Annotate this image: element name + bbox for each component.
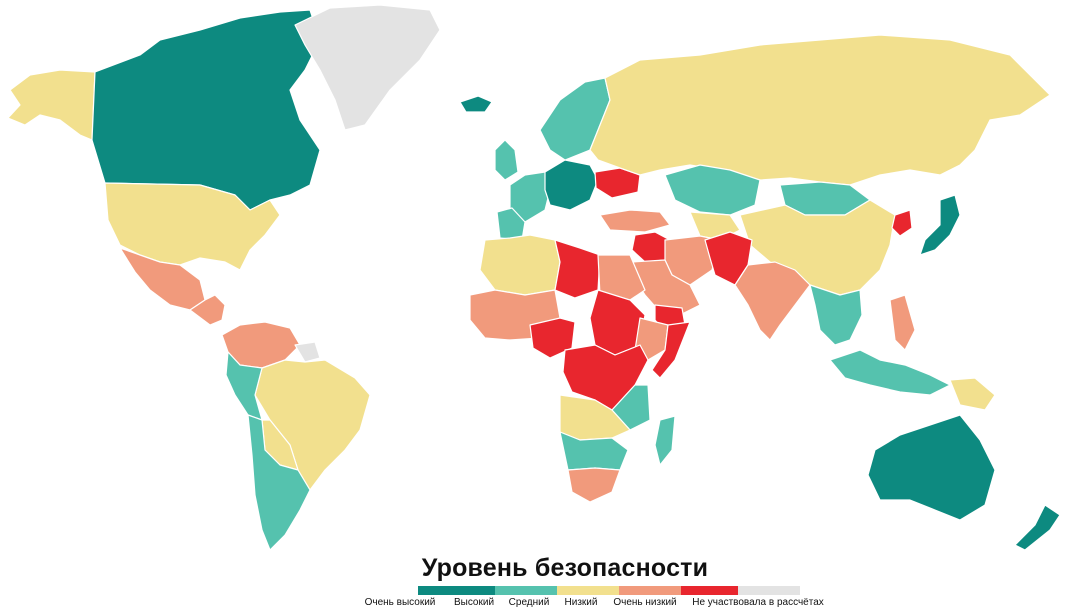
russia xyxy=(589,34,1051,186)
guiana xyxy=(294,341,321,363)
nigeria xyxy=(529,317,576,359)
somalia xyxy=(651,321,691,379)
central-america xyxy=(189,294,226,326)
syria-iraq xyxy=(631,231,671,263)
libya xyxy=(554,239,601,299)
legend-label-very-high: Очень высокий xyxy=(364,597,436,608)
legend-swatch-high xyxy=(495,586,557,595)
iceland xyxy=(459,95,493,113)
indonesia xyxy=(829,349,951,396)
alaska xyxy=(7,69,96,141)
madagascar xyxy=(654,415,676,466)
papua xyxy=(949,377,996,411)
ethiopia xyxy=(634,317,669,361)
legend-label-medium: Средний xyxy=(508,597,550,608)
uk-ireland xyxy=(494,139,519,181)
legend-swatch-very-high xyxy=(418,586,495,595)
australia xyxy=(867,414,996,521)
legend-swatch-very-low xyxy=(681,586,738,595)
new-zealand xyxy=(1014,504,1061,551)
central-europe xyxy=(544,159,599,211)
kazakhstan xyxy=(664,164,761,216)
legend-swatch-low xyxy=(619,586,681,595)
legend-swatch-no-data xyxy=(738,586,800,595)
southeast-asia xyxy=(809,284,863,346)
philippines xyxy=(889,294,916,351)
legend-label-low: Низкий xyxy=(564,597,598,608)
india xyxy=(734,261,811,341)
legend: Очень высокий Высокий Средний Низкий Оче… xyxy=(360,586,840,608)
map-title: Уровень безопасности xyxy=(421,554,709,582)
turkey-caucasus xyxy=(599,209,671,233)
canada xyxy=(91,9,321,211)
north-korea xyxy=(891,209,913,237)
south-africa xyxy=(567,467,621,503)
legend-swatch-medium xyxy=(557,586,619,595)
maghreb xyxy=(479,234,561,296)
japan xyxy=(919,194,961,256)
legend-label-very-low: Очень низкий xyxy=(613,597,677,608)
egypt xyxy=(597,254,646,301)
legend-label-high: Высокий xyxy=(453,597,495,608)
world-map xyxy=(7,4,1061,551)
iberia xyxy=(496,207,526,241)
legend-label-no-data: Не участвовала в рассчётах xyxy=(692,597,824,608)
usa xyxy=(104,182,281,271)
greenland xyxy=(294,4,441,131)
argentina-chile xyxy=(247,414,311,551)
